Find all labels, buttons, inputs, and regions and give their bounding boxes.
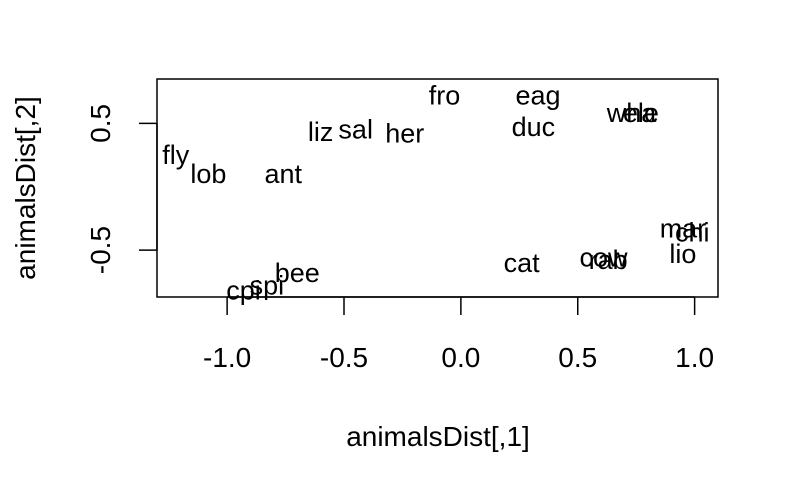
x-tick-label: 0.0	[441, 342, 480, 373]
x-axis: -1.0 -0.5 0.0 0.5 1.0	[203, 296, 714, 373]
x-tick-label: -0.5	[320, 342, 368, 373]
point-label: liz	[308, 117, 334, 147]
y-tick-label: -0.5	[85, 226, 116, 274]
point-label: cpi	[226, 276, 261, 306]
point-label: lob	[190, 159, 226, 189]
point-label: lio	[669, 239, 696, 269]
y-tick-label: 0.5	[85, 104, 116, 143]
point-label: fro	[429, 80, 461, 110]
point-label: fly	[162, 140, 190, 170]
point-label: spi	[250, 271, 285, 301]
point-label: bee	[275, 258, 320, 288]
x-tick-label: -1.0	[203, 342, 251, 373]
point-label: cat	[504, 248, 541, 278]
point-label: her	[385, 119, 424, 149]
point-label: cow	[579, 243, 628, 273]
point-label: ant	[264, 159, 302, 189]
y-axis-label: animalsDist[,2]	[10, 96, 41, 280]
x-tick-label: 1.0	[675, 342, 714, 373]
point-label: duc	[512, 112, 556, 142]
point-label: chi	[675, 217, 710, 247]
point-label: rab	[589, 245, 628, 275]
point-label: wha	[606, 98, 658, 128]
point-label: sal	[338, 115, 373, 145]
point-label: mar	[660, 214, 707, 244]
x-tick-label: 0.5	[558, 342, 597, 373]
x-axis-label: animalsDist[,1]	[346, 421, 530, 452]
point-label: eag	[515, 80, 560, 110]
point-label: ele	[623, 98, 659, 128]
y-axis: -0.5 0.5	[85, 104, 158, 274]
